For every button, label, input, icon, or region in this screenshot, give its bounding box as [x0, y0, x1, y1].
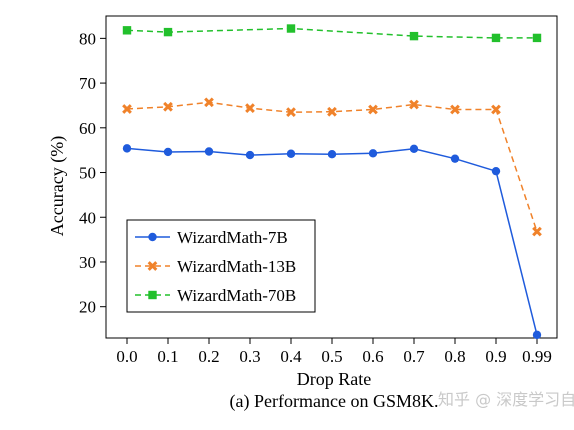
x-marker-stroke [491, 104, 501, 115]
data-point [491, 33, 501, 43]
x-axis-ticks: 0.0 0.1 0.2 0.3 0.4 0.5 0.6 0.7 0.8 0.9 0.99 [116, 338, 552, 366]
x-marker-stroke [204, 97, 214, 108]
data-point [532, 330, 542, 340]
legend-item: WizardMath-70B [135, 286, 296, 305]
legend-label: WizardMath-13B [177, 257, 296, 276]
series-wizardmath-70b [122, 24, 542, 43]
figure-caption: (a) Performance on GSM8K. [230, 391, 439, 412]
x-marker-stroke [368, 104, 378, 115]
data-point [409, 144, 419, 154]
data-point [163, 101, 173, 112]
data-point [245, 150, 255, 160]
legend-label: WizardMath-7B [177, 228, 288, 247]
x-marker-stroke [122, 104, 132, 114]
x-marker-stroke [147, 261, 158, 271]
x-axis-label: Drop Rate [297, 369, 371, 389]
x-marker-stroke [409, 99, 419, 110]
x-tick-label: 0.9 [485, 347, 506, 366]
x-tick-label: 0.3 [239, 347, 260, 366]
data-point [122, 104, 132, 114]
x-marker-stroke [450, 104, 460, 115]
legend-item: WizardMath-7B [135, 228, 288, 247]
legend-label: WizardMath-70B [177, 286, 296, 305]
data-point [409, 31, 419, 41]
data-point [409, 99, 419, 110]
data-point [286, 24, 296, 33]
data-point [286, 107, 296, 118]
data-point [491, 166, 501, 176]
data-point [122, 26, 132, 35]
y-tick-label: 70 [79, 74, 96, 93]
y-tick-label: 20 [79, 298, 96, 317]
watermark: 知乎 @ 深度学习自然语言处理 [438, 390, 574, 409]
x-marker-stroke [532, 226, 542, 237]
legend-swatch-marker [147, 261, 158, 271]
series-wizardmath-13b [122, 97, 542, 237]
y-tick-label: 80 [79, 29, 96, 48]
data-point [450, 154, 460, 163]
series-line [126, 101, 538, 232]
y-axis-ticks: 20 30 40 50 60 70 80 [79, 29, 106, 317]
y-tick-label: 40 [79, 208, 96, 227]
x-tick-label: 0.6 [362, 347, 383, 366]
legend-item: WizardMath-13B [135, 257, 296, 276]
data-point [368, 104, 378, 115]
x-tick-label: 0.2 [198, 347, 219, 366]
data-point [163, 27, 173, 37]
data-point [491, 104, 501, 115]
x-tick-label: 0.5 [321, 347, 342, 366]
data-point [163, 147, 173, 157]
x-marker-stroke [286, 107, 296, 118]
data-point [204, 147, 214, 156]
series-wizardmath-7b [122, 144, 542, 340]
data-point [327, 106, 337, 117]
series-layer [122, 24, 542, 340]
x-tick-label: 0.4 [280, 347, 302, 366]
data-point [204, 97, 214, 108]
y-tick-label: 50 [79, 164, 96, 183]
y-axis-label: Accuracy (%) [47, 136, 68, 236]
legend-swatch-marker [148, 232, 157, 242]
series-line [126, 27, 537, 39]
legend-swatch-marker [148, 290, 157, 300]
x-marker-stroke [245, 103, 255, 113]
x-marker-stroke [163, 101, 173, 112]
data-point [327, 149, 337, 159]
x-tick-label: 0.0 [116, 347, 137, 366]
x-tick-label: 0.99 [522, 347, 552, 366]
data-point [450, 104, 460, 115]
data-point [122, 144, 132, 153]
y-tick-label: 30 [79, 253, 96, 272]
data-point [368, 149, 378, 158]
legend: WizardMath-7B WizardMath-13B WizardMath-70… [126, 219, 316, 313]
x-marker-stroke [327, 106, 337, 117]
x-tick-label: 0.8 [444, 347, 465, 366]
x-tick-label: 0.7 [403, 347, 425, 366]
data-point [286, 149, 296, 158]
data-point [532, 226, 542, 237]
data-point [245, 103, 255, 113]
y-tick-label: 60 [79, 119, 96, 138]
data-point [532, 33, 542, 43]
x-tick-label: 0.1 [157, 347, 178, 366]
